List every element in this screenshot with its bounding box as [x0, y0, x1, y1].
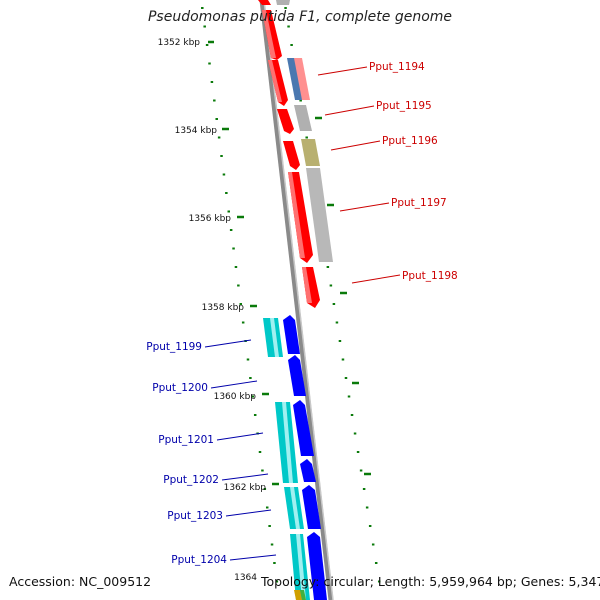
tick-label: 1362 kbp [224, 483, 267, 493]
gene-arrow[interactable] [258, 0, 271, 5]
tick-1352: 1352 kbp [158, 38, 214, 48]
gene-feature-blue-gray[interactable] [287, 58, 303, 100]
gene-label-pput-1199[interactable]: Pput_1199 [146, 341, 202, 353]
tick-label: 1356 kbp [189, 214, 232, 224]
gene-label-pput-1203[interactable]: Pput_1203 [167, 510, 223, 522]
gene-label-pput-1198[interactable]: Pput_1198 [402, 270, 458, 282]
tick-1356: 1356 kbp [189, 214, 244, 224]
gene-label-pput-1197[interactable]: Pput_1197 [391, 197, 447, 209]
gene-feature-gray[interactable] [294, 105, 312, 131]
gene-label-pput-1195[interactable]: Pput_1195 [376, 100, 432, 112]
gene-arrow[interactable] [293, 400, 314, 456]
map-title: Pseudomonas putida F1, complete genome [147, 9, 453, 25]
tick-label: 1358 kbp [202, 303, 245, 313]
gene-label-pput-1200[interactable]: Pput_1200 [152, 382, 208, 394]
gene-arrow[interactable] [307, 532, 327, 600]
gene-label-pput-1201[interactable]: Pput_1201 [158, 434, 214, 446]
tick-label: 1352 kbp [158, 38, 201, 48]
tick-1362: 1362 kbp [224, 482, 279, 493]
tick-1354: 1354 kbp [175, 126, 229, 136]
reverse-gene-labels: Pput_1199 Pput_1200 Pput_1201 Pput_1202 … [146, 339, 277, 566]
tick-1358: 1358 kbp [202, 303, 257, 313]
forward-gene-labels: Pput_1194 Pput_1195 Pput_1196 Pput_1197 … [317, 61, 458, 284]
forward-genes [258, 0, 333, 308]
ticks: 1352 kbp 1354 kbp 1356 kbp 1358 kbp 1360… [158, 38, 279, 583]
genome-summary: Topology: circular; Length: 5,959,964 bp… [261, 574, 600, 589]
gene-arrow[interactable] [277, 109, 294, 134]
tick-label: 1364 [234, 573, 257, 583]
gene-feature-olive[interactable] [301, 139, 320, 166]
gene-label-pput-1204[interactable]: Pput_1204 [171, 554, 227, 566]
reverse-genes [263, 315, 327, 600]
gene-arrow[interactable] [288, 355, 306, 396]
gene-arrow[interactable] [283, 141, 300, 170]
gene-arrow[interactable] [283, 315, 300, 354]
tick-1360: 1360 kbp [214, 392, 269, 402]
gene-feature-gray[interactable] [306, 168, 333, 262]
gene-label-pput-1196[interactable]: Pput_1196 [382, 135, 438, 147]
accession-text: Accession: NC_009512 [9, 574, 152, 589]
gene-label-pput-1202[interactable]: Pput_1202 [163, 474, 219, 486]
tick-label: 1354 kbp [175, 126, 218, 136]
gene-label-pput-1194[interactable]: Pput_1194 [369, 61, 425, 73]
tick-1364: 1364 [234, 573, 257, 583]
gene-arrow[interactable] [276, 0, 290, 5]
gene-arrow[interactable] [300, 459, 316, 482]
gene-arrow[interactable] [302, 485, 321, 529]
tick-label: 1360 kbp [214, 392, 257, 402]
backbone [259, 0, 334, 600]
